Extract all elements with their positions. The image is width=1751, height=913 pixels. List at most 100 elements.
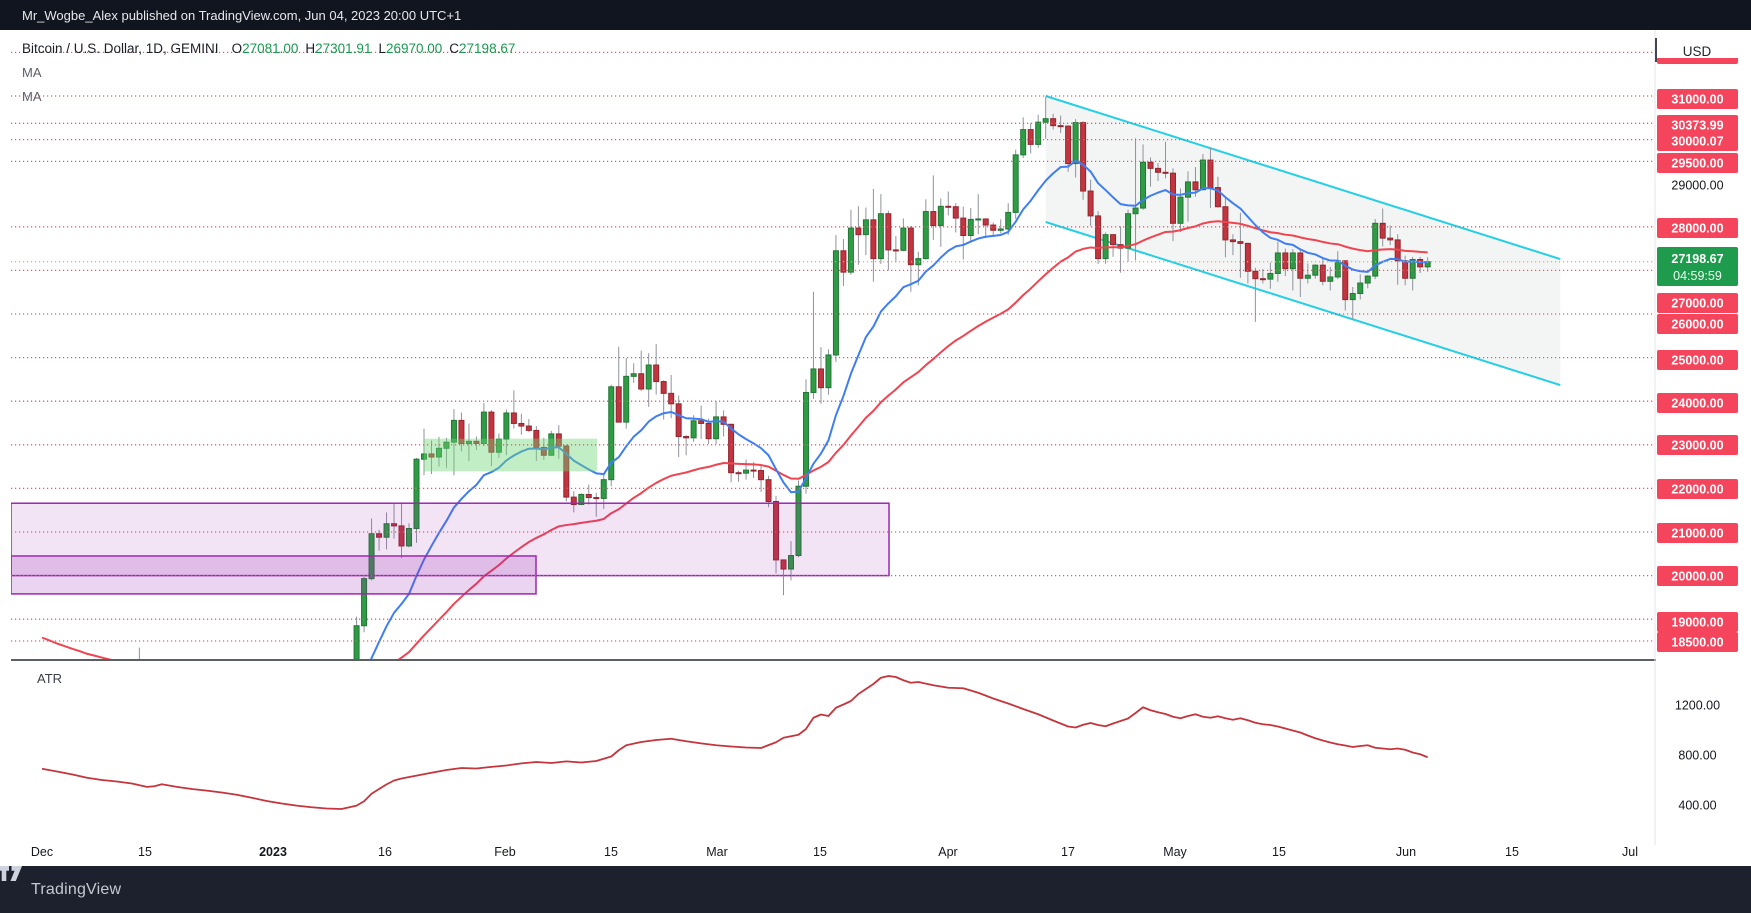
candle xyxy=(1005,211,1012,230)
zone-drawings[interactable] xyxy=(11,438,890,595)
price-badge: 29500.00 xyxy=(1657,153,1738,173)
candle xyxy=(1177,196,1184,224)
candle xyxy=(728,423,735,474)
candle xyxy=(1349,293,1356,301)
candle xyxy=(578,494,585,506)
ma-fast-line xyxy=(370,159,1428,659)
candle xyxy=(435,447,442,458)
candle xyxy=(480,411,487,444)
time-axis[interactable]: Dec 15 2023 16 Feb 15 Mar 15 Apr 17 May 15 Jun 15 Jul xyxy=(31,845,1638,859)
candle xyxy=(1155,167,1162,173)
candle xyxy=(1387,237,1394,241)
tradingview-wordmark[interactable]: TradingView xyxy=(31,880,122,898)
candle xyxy=(900,227,907,251)
candle xyxy=(309,709,314,714)
candle xyxy=(332,699,337,703)
candle xyxy=(361,578,368,627)
candle xyxy=(1342,260,1349,301)
candle xyxy=(743,469,750,474)
ohlc-open-value: 27081.00 xyxy=(242,41,299,56)
candle xyxy=(189,711,194,714)
svg-text:20000.00: 20000.00 xyxy=(1671,570,1723,584)
candle xyxy=(683,436,690,439)
price-axis[interactable]: USD 31000.00 30373.99 30000.07 29500.00 28000… xyxy=(1655,30,1739,866)
atr-indicator-label[interactable]: ATR xyxy=(37,671,63,686)
candle xyxy=(287,721,292,722)
svg-text:30373.99: 30373.99 xyxy=(1671,119,1723,133)
price-badge: 31000.00 xyxy=(1657,89,1738,109)
time-axis-label: 15 xyxy=(138,845,152,859)
symbol-title[interactable]: Bitcoin / U.S. Dollar, 1D, GEMINI xyxy=(22,41,219,56)
candlestick-series[interactable] xyxy=(40,96,1431,738)
svg-text:31000.00: 31000.00 xyxy=(1671,93,1723,107)
candle xyxy=(870,219,877,260)
candle xyxy=(795,485,802,557)
candle xyxy=(758,470,765,481)
pane-frame xyxy=(11,30,1739,845)
candle xyxy=(137,671,142,672)
currency-label[interactable]: USD xyxy=(1683,44,1712,59)
candle xyxy=(324,702,329,709)
candle xyxy=(832,250,839,356)
candle xyxy=(1229,239,1236,243)
candle xyxy=(1364,275,1371,284)
candle xyxy=(600,479,607,499)
candle xyxy=(675,403,682,438)
candle xyxy=(1199,159,1206,191)
candle xyxy=(1252,270,1259,280)
candle xyxy=(272,723,277,726)
candle xyxy=(892,249,899,252)
time-axis-label: May xyxy=(1163,845,1187,859)
ohlc-low-value: 26970.00 xyxy=(385,41,443,56)
time-axis-label: 17 xyxy=(1061,845,1075,859)
price-badge: 20000.00 xyxy=(1657,566,1738,586)
time-axis-label: Jun xyxy=(1396,845,1416,859)
ma-indicator-label-1[interactable]: MA xyxy=(22,65,42,80)
candle xyxy=(1282,252,1289,270)
candle xyxy=(174,718,179,731)
candle xyxy=(1184,181,1191,198)
candle xyxy=(1244,242,1251,272)
candle xyxy=(84,702,89,713)
time-axis-label: 15 xyxy=(1505,845,1519,859)
price-badge: 18500.00 xyxy=(1657,632,1738,652)
candle xyxy=(473,440,480,444)
ma-indicator-label-2[interactable]: MA xyxy=(22,89,42,104)
ohlc-open-key: O xyxy=(231,41,243,56)
candle xyxy=(1379,222,1386,239)
candle xyxy=(1289,252,1296,270)
atr-line xyxy=(41,675,1428,810)
candle xyxy=(1274,252,1281,274)
candle xyxy=(615,386,622,423)
time-axis-label: 15 xyxy=(813,845,827,859)
svg-text:24000.00: 24000.00 xyxy=(1671,397,1723,411)
candle xyxy=(92,696,97,713)
candle xyxy=(1095,215,1102,260)
candle xyxy=(847,227,854,273)
time-axis-label: 16 xyxy=(378,845,392,859)
candle xyxy=(376,533,383,538)
candle xyxy=(705,422,712,440)
price-badge: 30000.07 xyxy=(1657,131,1738,151)
candle xyxy=(1402,260,1409,279)
tradingview-logo-icon[interactable] xyxy=(0,866,22,881)
candle xyxy=(1192,181,1199,191)
candle xyxy=(668,392,675,405)
candle xyxy=(1147,161,1154,169)
candle xyxy=(540,446,547,456)
axis-label: 400.00 xyxy=(1678,799,1716,813)
footer-bar: TradingView xyxy=(0,866,1751,913)
candle xyxy=(802,391,809,487)
svg-text:29500.00: 29500.00 xyxy=(1671,157,1723,171)
svg-text:18500.00: 18500.00 xyxy=(1671,636,1723,650)
candle xyxy=(458,419,465,444)
candle xyxy=(653,364,660,383)
symbol-legend[interactable]: Bitcoin / U.S. Dollar, 1D, GEMINI O27081.… xyxy=(22,40,515,106)
price-badge: 27000.00 xyxy=(1657,293,1738,313)
candle xyxy=(877,213,884,260)
candle xyxy=(1237,241,1244,244)
candle xyxy=(1327,276,1334,282)
price-badge: 25000.00 xyxy=(1657,350,1738,370)
